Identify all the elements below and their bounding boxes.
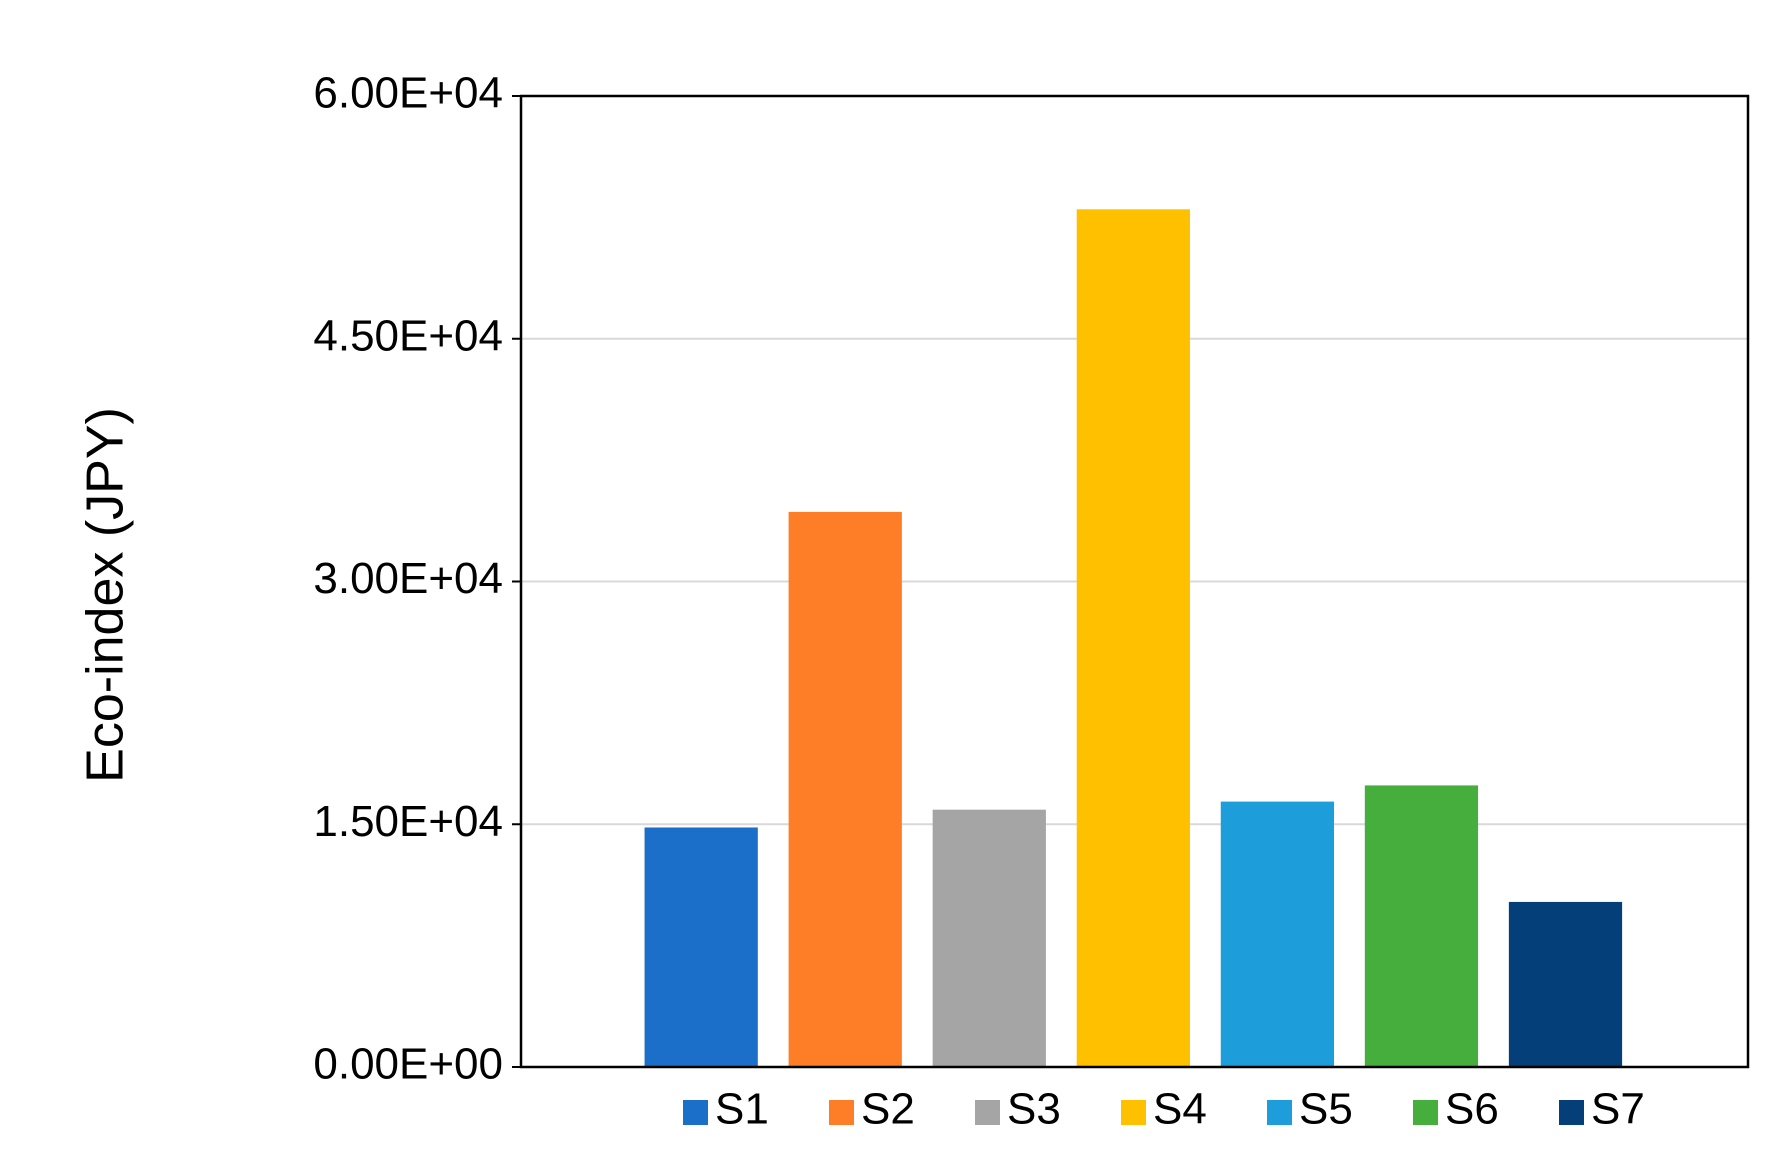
legend-label: S7 <box>1591 1085 1645 1134</box>
legend-swatch <box>1267 1100 1292 1125</box>
legend-swatch <box>683 1100 708 1125</box>
legend-swatch <box>1121 1100 1146 1125</box>
legend-label: S1 <box>715 1085 769 1134</box>
legend-label: S2 <box>861 1085 915 1134</box>
bar <box>1364 785 1479 1067</box>
legend-swatch <box>1559 1100 1584 1125</box>
y-tick-label: 1.50E+04 <box>313 797 503 846</box>
plot-border <box>519 94 1750 1069</box>
y-tick-label: 3.00E+04 <box>313 554 503 603</box>
legend-swatch <box>1413 1100 1438 1125</box>
bar <box>1220 801 1335 1067</box>
legend-label: S4 <box>1153 1085 1207 1134</box>
bar <box>788 511 902 1068</box>
legend-swatch <box>829 1100 854 1125</box>
bar <box>1508 901 1623 1067</box>
legend-swatch <box>975 1100 1000 1125</box>
legend-label: S5 <box>1299 1085 1353 1134</box>
y-axis-label: Eco-index (JPY) <box>77 407 135 783</box>
bar <box>932 809 1046 1067</box>
bar <box>1076 209 1190 1068</box>
bar <box>644 827 758 1067</box>
y-tick-label: 4.50E+04 <box>313 311 503 360</box>
legend-label: S6 <box>1445 1085 1499 1134</box>
y-tick-label: 0.00E+00 <box>313 1040 503 1089</box>
legend-label: S3 <box>1007 1085 1061 1134</box>
y-tick-label: 6.00E+04 <box>313 69 503 118</box>
